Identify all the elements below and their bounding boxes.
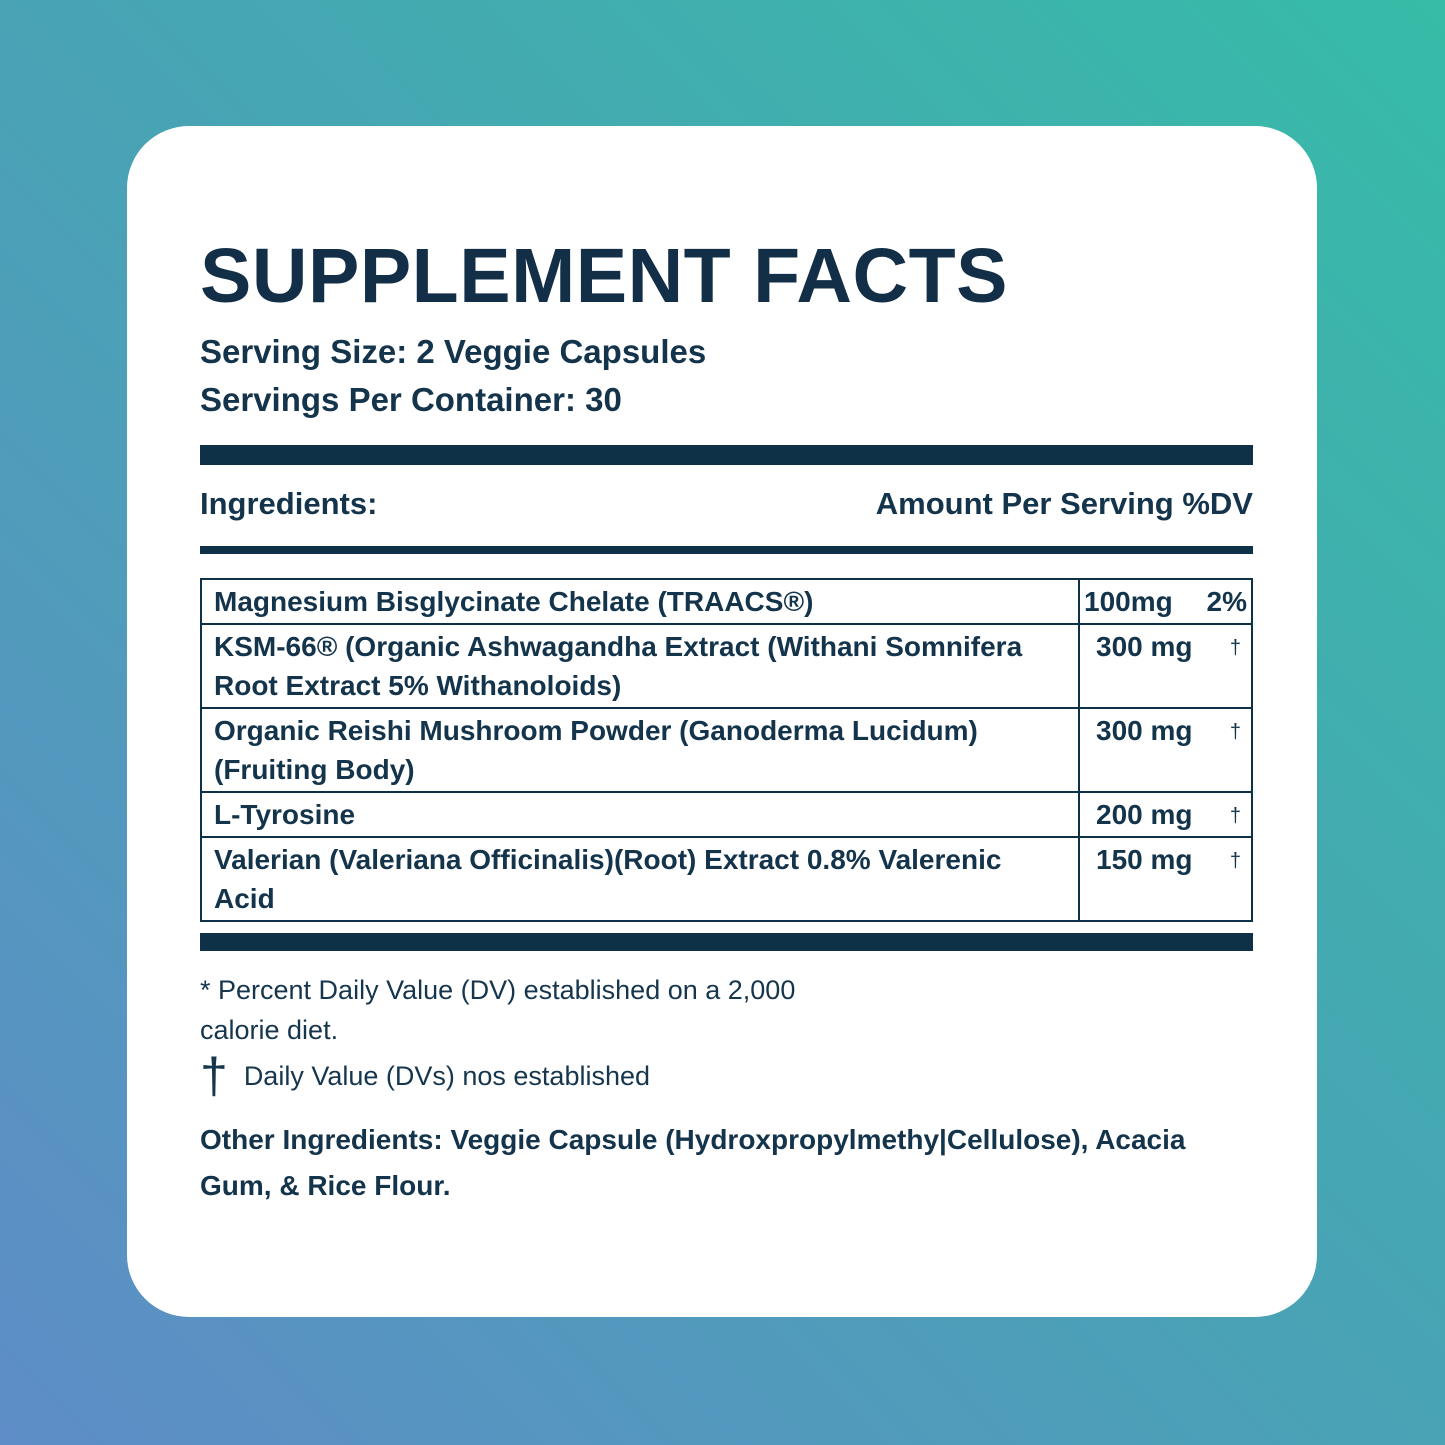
dv-value: 2%	[1206, 586, 1247, 617]
ingredient-amount-cell: 100mg 2%	[1078, 580, 1251, 623]
dagger-footnote: † Daily Value (DVs) nos established	[200, 1048, 1253, 1104]
ingredient-name: KSM-66® (Organic Ashwagandha Extract (Wi…	[214, 631, 1023, 701]
dagger-icon: †	[200, 1048, 228, 1104]
dagger-mark: †	[1229, 850, 1241, 872]
column-header-ingredients: Ingredients:	[200, 486, 378, 521]
serving-info: Serving Size: 2 Veggie Capsules Servings…	[200, 328, 1253, 424]
amount-value: 100mg	[1084, 586, 1173, 617]
table-row: KSM-66® (Organic Ashwagandha Extract (Wi…	[202, 625, 1251, 709]
percent-dv-footnote: * Percent Daily Value (DV) established o…	[200, 970, 1253, 1050]
supplement-facts-panel: SUPPLEMENT FACTS Serving Size: 2 Veggie …	[127, 126, 1317, 1317]
dagger-mark: †	[1229, 805, 1241, 827]
amount-value: 300 mg	[1096, 631, 1193, 662]
table-row: Organic Reishi Mushroom Powder (Ganoderm…	[202, 709, 1251, 793]
ingredient-amount-cell: 150 mg †	[1078, 838, 1251, 920]
divider-bar-thin	[200, 546, 1253, 554]
amount-value: 150 mg	[1096, 844, 1193, 875]
dagger-mark: †	[1229, 637, 1241, 659]
servings-per-container-line: Servings Per Container: 30	[200, 381, 622, 418]
ingredients-table: Magnesium Bisglycinate Chelate (TRAACS®)…	[200, 578, 1253, 922]
ingredient-name: Organic Reishi Mushroom Powder (Ganoderm…	[214, 715, 978, 785]
table-row: L-Tyrosine 200 mg †	[202, 793, 1251, 838]
table-row: Valerian (Valeriana Officinalis)(Root) E…	[202, 838, 1251, 920]
table-row: Magnesium Bisglycinate Chelate (TRAACS®)…	[202, 580, 1251, 625]
divider-bar-bottom	[200, 933, 1253, 951]
other-ingredients-text: Other Ingredients: Veggie Capsule (Hydro…	[200, 1124, 1186, 1201]
amount-value: 300 mg	[1096, 715, 1193, 746]
percent-dv-footnote-line2: calorie diet.	[200, 1015, 339, 1045]
ingredient-amount-cell: 300 mg †	[1078, 625, 1251, 707]
dagger-mark: †	[1229, 721, 1241, 743]
ingredient-name: Valerian (Valeriana Officinalis)(Root) E…	[214, 844, 1002, 914]
page-title: SUPPLEMENT FACTS	[200, 233, 1009, 319]
ingredient-amount-cell: 200 mg †	[1078, 793, 1251, 836]
divider-bar-top	[200, 445, 1253, 465]
amount-value: 200 mg	[1096, 799, 1193, 830]
ingredient-name: Magnesium Bisglycinate Chelate (TRAACS®)	[214, 586, 814, 617]
column-header-amount: Amount Per Serving %DV	[875, 486, 1253, 521]
serving-size-line: Serving Size: 2 Veggie Capsules	[200, 333, 707, 370]
ingredient-name: L-Tyrosine	[214, 799, 356, 830]
column-header-row: Ingredients: Amount Per Serving %DV	[200, 484, 1253, 524]
ingredient-amount-cell: 300 mg †	[1078, 709, 1251, 791]
dagger-footnote-text: Daily Value (DVs) nos established	[243, 1060, 650, 1091]
percent-dv-footnote-line1: * Percent Daily Value (DV) established o…	[200, 975, 796, 1005]
